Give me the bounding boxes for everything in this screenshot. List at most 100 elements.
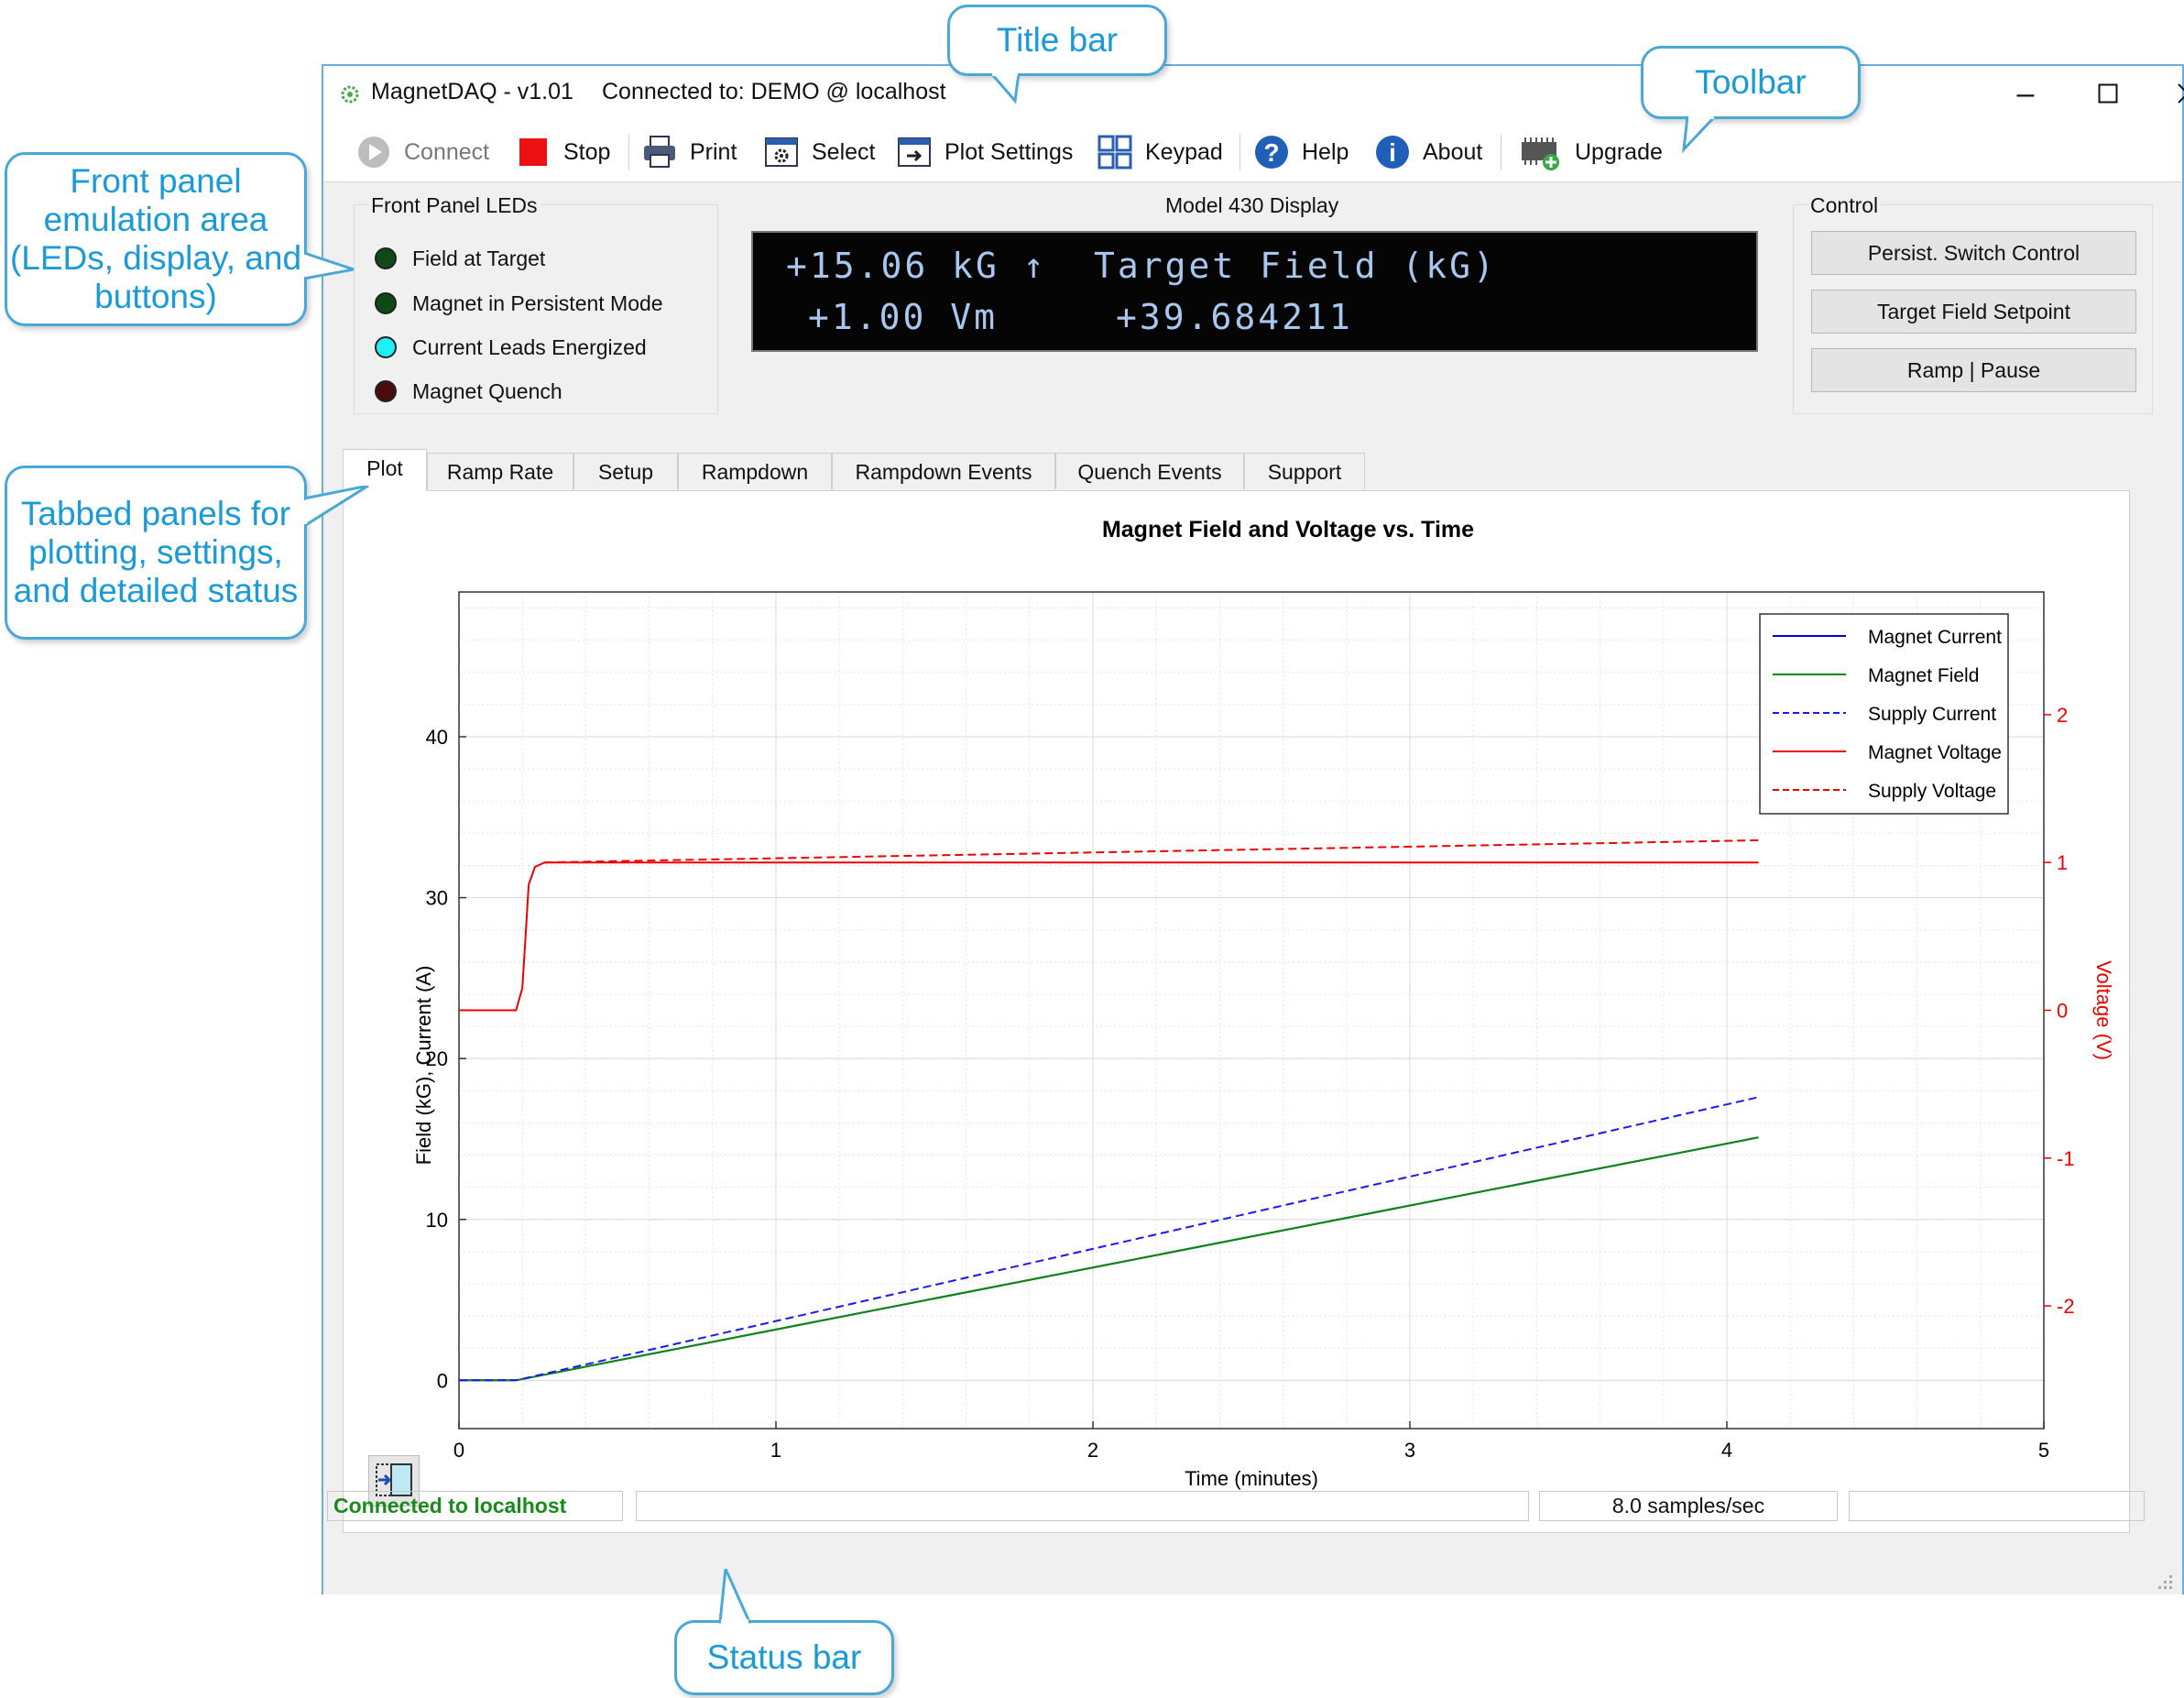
field-voltage-chart: Magnet Field and Voltage vs. Time 0 1 2 3 4 5 0… <box>412 517 2115 1490</box>
toolbar-separator <box>628 134 629 170</box>
status-extra <box>1849 1491 2145 1521</box>
print-label: Print <box>690 138 737 165</box>
keypad-label: Keypad <box>1145 138 1223 165</box>
play-icon <box>356 135 391 170</box>
maximize-button[interactable] <box>2080 73 2135 114</box>
select-button[interactable]: Select <box>764 123 875 181</box>
series-line-supply-voltage <box>544 839 1759 864</box>
stop-button[interactable]: Stop <box>516 123 610 181</box>
status-connection: Connected to localhost <box>327 1491 623 1521</box>
minimize-button[interactable]: – <box>2016 76 2035 111</box>
toolbar: Connect Stop Print Select Plot Settings <box>323 123 2182 182</box>
legend-label: Magnet Voltage <box>1868 742 2002 763</box>
legend-label: Magnet Current <box>1868 627 2002 648</box>
led-label: Magnet Quench <box>412 379 562 403</box>
series-line-supply-current <box>459 1096 1759 1382</box>
connect-label: Connect <box>404 138 490 165</box>
target-field-setpoint-button[interactable]: Target Field Setpoint <box>1811 290 2136 334</box>
tab-quench-events[interactable]: Quench Events <box>1055 453 1244 489</box>
upgrade-button[interactable]: Upgrade <box>1520 123 1663 181</box>
about-label: About <box>1423 138 1483 165</box>
help-button[interactable]: ? Help <box>1254 123 1349 181</box>
y-tick-label: 10 <box>426 1209 448 1232</box>
x-axis-label: Time (minutes) <box>1185 1467 1318 1490</box>
svg-text:?: ? <box>1263 138 1279 167</box>
close-button[interactable] <box>2160 73 2184 114</box>
tab-ramp-rate[interactable]: Ramp Rate <box>427 453 573 489</box>
callout-tail <box>304 251 355 280</box>
y2-tick-label: -1 <box>2057 1147 2075 1170</box>
info-icon: i <box>1375 135 1410 170</box>
callout-tail <box>718 1569 752 1624</box>
led-indicator <box>375 380 397 402</box>
callout-tail <box>989 73 1021 104</box>
connect-button[interactable]: Connect <box>356 123 489 181</box>
connection-title: Connected to: DEMO @ localhost <box>602 79 946 104</box>
close-icon <box>2178 83 2184 104</box>
help-label: Help <box>1302 138 1349 165</box>
status-bar <box>323 1550 2182 1594</box>
x-tick-label: 2 <box>1087 1439 1098 1462</box>
model-430-display: +15.06 kG ↑ Target Field (kG) +1.00 Vm +… <box>751 231 1758 352</box>
firmware-upgrade-icon <box>1520 135 1562 170</box>
y2-axis-label: Voltage (V) <box>2092 960 2115 1060</box>
keypad-icon <box>1097 135 1132 170</box>
print-button[interactable]: Print <box>642 123 737 181</box>
svg-text:i: i <box>1389 138 1396 167</box>
series-line-magnet-field <box>459 1136 1759 1382</box>
window-arrow-icon <box>897 135 932 170</box>
y2-tick-label: -2 <box>2057 1295 2075 1318</box>
y2-tick-label: 0 <box>2057 1000 2068 1023</box>
display-field-readout: +15.06 kG ↑ <box>786 246 1047 286</box>
panel-expand-icon <box>376 1463 412 1496</box>
printer-icon <box>642 135 677 170</box>
plot-settings-label: Plot Settings <box>945 138 1074 165</box>
plot-settings-button[interactable]: Plot Settings <box>897 123 1073 181</box>
status-message <box>636 1491 1529 1521</box>
status-sample-rate: 8.0 samples/sec <box>1539 1491 1838 1521</box>
callout-text: Tabbed panels for plotting, settings, an… <box>13 495 299 609</box>
help-icon: ? <box>1254 135 1289 170</box>
legend-label: Supply Current <box>1868 704 1996 725</box>
ramp-pause-button[interactable]: Ramp | Pause <box>1811 348 2136 392</box>
tab-setup[interactable]: Setup <box>573 453 678 489</box>
y-axis-label: Field (kG), Current (A) <box>412 966 435 1166</box>
callout-text: Status bar <box>706 1638 862 1676</box>
callout-tail <box>1682 116 1718 153</box>
status-connection-text: Connected to localhost <box>333 1494 567 1517</box>
callout-text: Front panel emulation area (LEDs, displa… <box>9 162 302 315</box>
chart-title: Magnet Field and Voltage vs. Time <box>1102 517 1474 542</box>
stop-icon <box>516 135 551 170</box>
tab-support[interactable]: Support <box>1244 453 1365 489</box>
led-label: Field at Target <box>412 246 546 270</box>
y2-tick-label: 2 <box>2057 704 2068 727</box>
resize-grip-icon <box>2158 1575 2172 1589</box>
callout-toolbar: Toolbar <box>1641 46 1861 119</box>
x-tick-label: 0 <box>453 1439 464 1462</box>
callout-front-panel: Front panel emulation area (LEDs, displa… <box>5 152 307 326</box>
title-bar: MagnetDAQ - v1.01 Connected to: DEMO @ l… <box>323 66 2184 123</box>
upgrade-label: Upgrade <box>1575 138 1663 165</box>
series-line-magnet-current <box>459 1136 1759 1382</box>
led-indicator <box>375 336 397 358</box>
legend-label: Supply Voltage <box>1868 781 1996 802</box>
tab-plot[interactable]: Plot <box>343 449 427 491</box>
toolbar-separator <box>1239 134 1240 170</box>
y-tick-label: 0 <box>437 1369 448 1392</box>
keypad-button[interactable]: Keypad <box>1097 123 1223 181</box>
legend-box <box>1759 613 2009 815</box>
window-title: MagnetDAQ - v1.01 <box>371 79 573 104</box>
persist-switch-control-button[interactable]: Persist. Switch Control <box>1811 231 2136 275</box>
tab-rampdown[interactable]: Rampdown <box>678 453 832 489</box>
callout-status-bar: Status bar <box>674 1620 894 1695</box>
led-indicator <box>375 292 397 314</box>
app-logo-icon <box>341 85 359 104</box>
tab-rampdown-events[interactable]: Rampdown Events <box>832 453 1055 489</box>
callout-title-bar: Title bar <box>947 5 1167 76</box>
callout-tail <box>304 486 369 528</box>
toggle-plot-panel-button[interactable] <box>368 1455 420 1506</box>
about-button[interactable]: i About <box>1375 123 1482 181</box>
callout-text: Toolbar <box>1695 63 1807 101</box>
x-tick-label: 3 <box>1404 1439 1415 1462</box>
x-tick-label: 1 <box>770 1439 781 1462</box>
